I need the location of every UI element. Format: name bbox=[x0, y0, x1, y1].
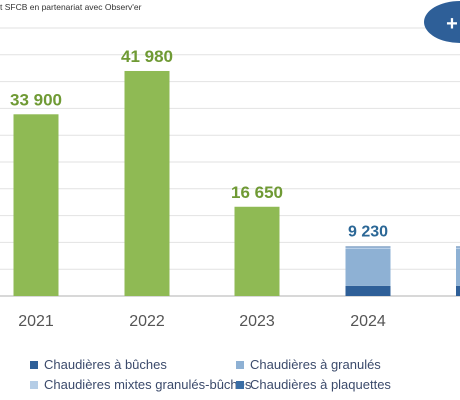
bar-2024-segment-1 bbox=[345, 285, 391, 296]
x-tick-label-2021: 2021 bbox=[18, 313, 54, 330]
bar-2024-segment-2 bbox=[345, 248, 391, 286]
data-label-2024: 9 230 bbox=[348, 224, 388, 241]
bar-2021 bbox=[13, 114, 59, 297]
data-label-2021: 33 900 bbox=[10, 90, 62, 109]
badge-text: + bbox=[446, 13, 458, 35]
data-label-2022: 41 980 bbox=[121, 47, 173, 66]
source-note: t SFCB en partenariat avec Observ'er bbox=[0, 2, 142, 12]
badge-ellipse bbox=[424, 1, 460, 43]
bar-2024-segment-3 bbox=[345, 247, 391, 249]
bar-2022 bbox=[124, 70, 170, 296]
bar-partial-segment-1 bbox=[456, 285, 460, 296]
bar-partial-segment-3 bbox=[456, 247, 460, 249]
data-label-2023: 16 650 bbox=[231, 183, 283, 202]
x-tick-label-2023: 2023 bbox=[239, 313, 275, 330]
bar-2024-segment-4 bbox=[345, 246, 391, 248]
x-tick-label-2022: 2022 bbox=[129, 313, 165, 330]
x-tick-label-2024: 2024 bbox=[350, 313, 386, 330]
bar-2023 bbox=[234, 206, 280, 296]
bar-partial-segment-2 bbox=[456, 248, 460, 286]
bar-partial-segment-4 bbox=[456, 246, 460, 248]
